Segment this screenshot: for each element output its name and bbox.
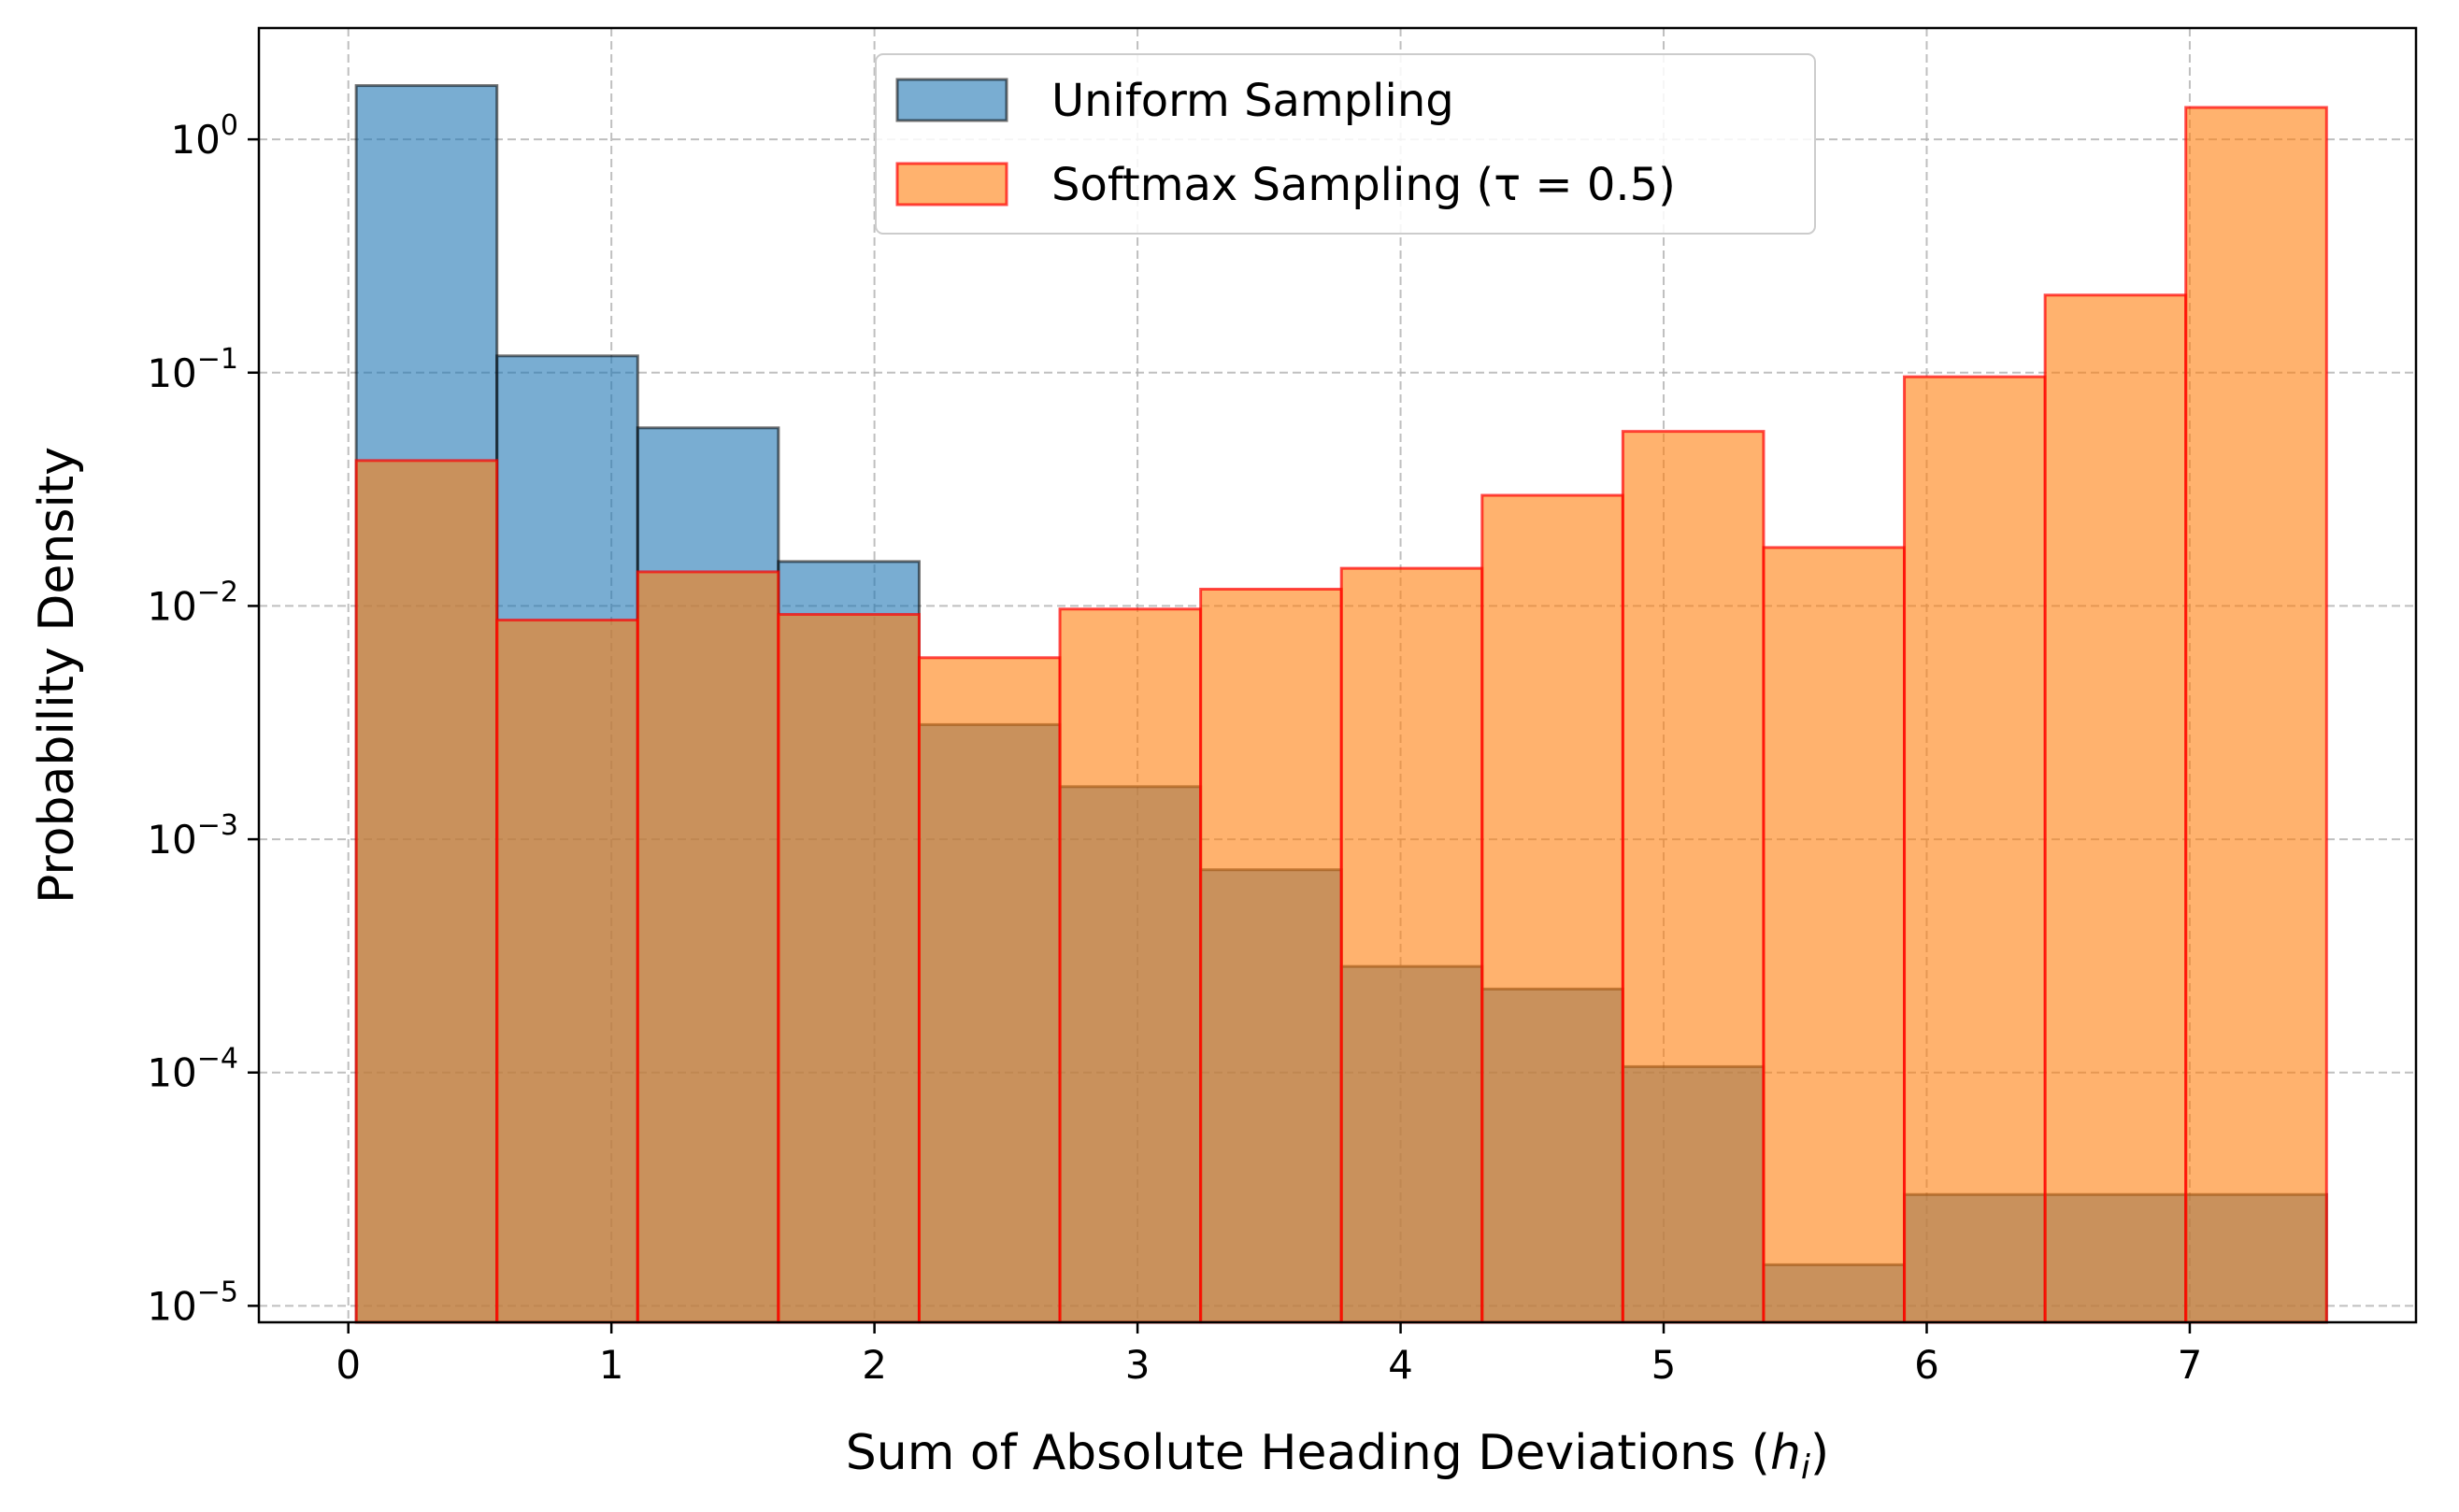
legend-box [875, 53, 1816, 235]
y-axis-title: Probability Density [29, 447, 85, 904]
x-tick-label-1: 1 [599, 1342, 624, 1388]
softmax-bar-10 [1762, 546, 1907, 1324]
legend: Uniform Sampling Softmax Sampling (τ = 0… [875, 53, 1816, 235]
softmax-bar-13 [2184, 106, 2328, 1324]
legend-swatch-softmax [895, 162, 1008, 207]
legend-label-uniform: Uniform Sampling [1051, 75, 1454, 127]
softmax-bar-3 [777, 612, 921, 1324]
x-axis-title: Sum of Absolute Heading Deviations (hi) [846, 1425, 1829, 1487]
x-tick-label-3: 3 [1125, 1342, 1151, 1388]
x-tick-label-2: 2 [862, 1342, 887, 1388]
softmax-bar-2 [636, 570, 780, 1324]
softmax-bar-8 [1480, 493, 1624, 1324]
y-tick-label-4: 10−1 [147, 343, 238, 396]
y-tick-label-5: 100 [170, 109, 238, 163]
legend-swatch-uniform [895, 78, 1008, 122]
softmax-bar-5 [1058, 607, 1203, 1324]
histogram-bars [354, 84, 2328, 1324]
y-tick-label-2: 10−3 [147, 809, 238, 863]
x-axis: 0 1 2 3 4 5 6 7 [336, 1322, 2202, 1388]
y-tick-label-3: 10−2 [147, 576, 238, 629]
softmax-bar-9 [1621, 430, 1766, 1324]
softmax-bar-0 [354, 459, 499, 1324]
y-tick-label-0: 10−5 [147, 1276, 238, 1329]
softmax-bar-1 [495, 619, 639, 1324]
y-axis: 10−5 10−4 10−3 10−2 10−1 100 [147, 109, 259, 1329]
softmax-bar-11 [1903, 375, 2047, 1324]
x-tick-label-6: 6 [1914, 1342, 1939, 1388]
x-tick-label-7: 7 [2178, 1342, 2203, 1388]
y-tick-label-1: 10−4 [147, 1043, 238, 1096]
x-tick-label-4: 4 [1388, 1342, 1413, 1388]
softmax-bar-4 [917, 656, 1062, 1324]
x-tick-label-5: 5 [1651, 1342, 1677, 1388]
x-tick-label-0: 0 [336, 1342, 361, 1388]
plot-frame [257, 26, 2418, 1324]
legend-label-softmax: Softmax Sampling (τ = 0.5) [1051, 159, 1676, 211]
softmax-bar-6 [1199, 587, 1343, 1324]
softmax-bar-12 [2043, 293, 2188, 1324]
softmax-bar-7 [1339, 566, 1484, 1324]
